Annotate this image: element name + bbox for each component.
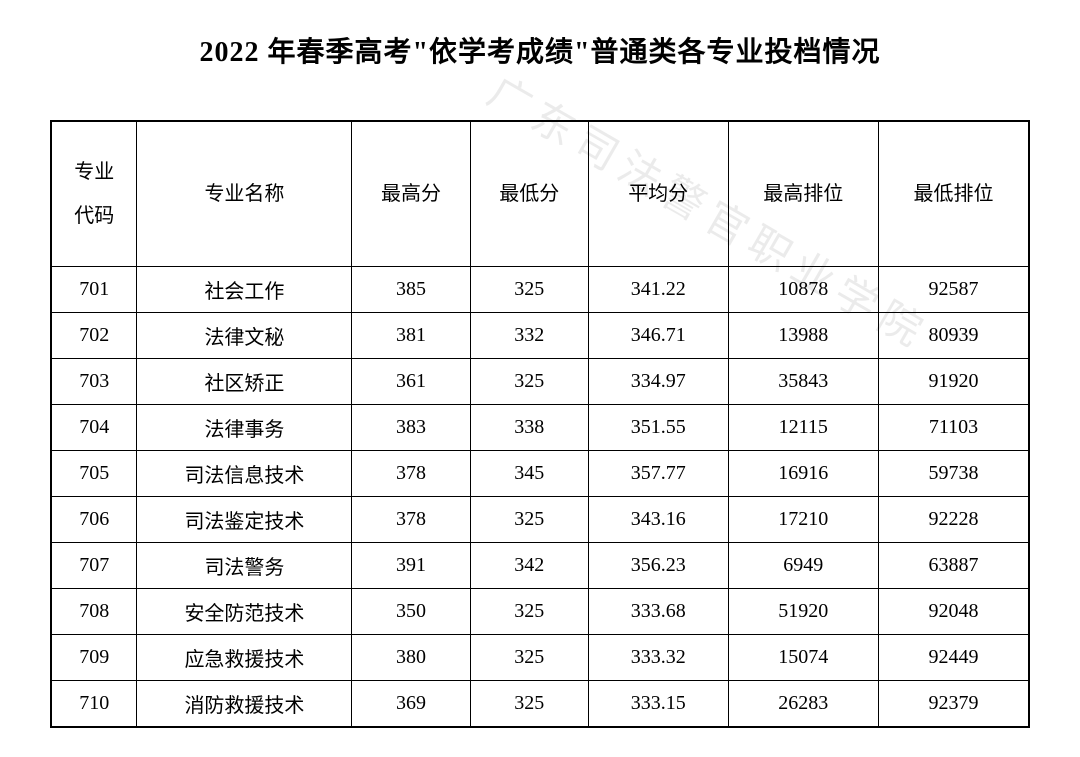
col-header-code-line2: 代码 [74,205,114,227]
table-cell-code: 703 [51,359,137,405]
table-cell-min_score: 325 [470,359,588,405]
table-cell-min_rank: 92228 [879,497,1030,543]
table-cell-avg_score: 333.68 [588,589,728,635]
table-cell-max_score: 378 [352,497,470,543]
table-cell-min_rank: 91920 [879,359,1030,405]
table-row: 706司法鉴定技术378325343.161721092228 [51,497,1029,543]
table-cell-code: 704 [51,405,137,451]
table-cell-min_score: 338 [470,405,588,451]
table-cell-max_rank: 15074 [728,635,878,681]
table-cell-code: 710 [51,681,137,728]
page-title: 2022 年春季高考"依学考成绩"普通类各专业投档情况 [50,30,1030,70]
table-cell-min_rank: 92048 [879,589,1030,635]
table-header-row: 专业 代码 专业名称 最高分 最低分 平均分 最高排位 最低排位 [51,121,1029,267]
table-row: 705司法信息技术378345357.771691659738 [51,451,1029,497]
table-row: 701社会工作385325341.221087892587 [51,267,1029,313]
table-cell-min_score: 325 [470,635,588,681]
table-cell-max_rank: 17210 [728,497,878,543]
table-cell-max_rank: 12115 [728,405,878,451]
table-cell-avg_score: 334.97 [588,359,728,405]
table-cell-avg_score: 343.16 [588,497,728,543]
table-row: 710消防救援技术369325333.152628392379 [51,681,1029,728]
table-cell-max_score: 383 [352,405,470,451]
admission-table-container: 专业 代码 专业名称 最高分 最低分 平均分 最高排位 最低排位 701社会工作… [50,120,1030,728]
table-cell-name: 社会工作 [137,267,352,313]
table-cell-name: 社区矫正 [137,359,352,405]
table-cell-max_rank: 16916 [728,451,878,497]
col-header-maxscore: 最高分 [352,121,470,267]
table-cell-min_score: 342 [470,543,588,589]
table-cell-name: 司法鉴定技术 [137,497,352,543]
table-row: 704法律事务383338351.551211571103 [51,405,1029,451]
col-header-name: 专业名称 [137,121,352,267]
table-row: 709应急救援技术380325333.321507492449 [51,635,1029,681]
table-cell-min_rank: 80939 [879,313,1030,359]
table-cell-max_rank: 13988 [728,313,878,359]
table-cell-min_rank: 59738 [879,451,1030,497]
table-cell-avg_score: 346.71 [588,313,728,359]
table-cell-max_rank: 26283 [728,681,878,728]
table-cell-max_score: 385 [352,267,470,313]
col-header-code: 专业 代码 [51,121,137,267]
table-cell-avg_score: 341.22 [588,267,728,313]
table-row: 708安全防范技术350325333.685192092048 [51,589,1029,635]
table-cell-code: 709 [51,635,137,681]
table-cell-avg_score: 333.15 [588,681,728,728]
table-cell-name: 应急救援技术 [137,635,352,681]
table-cell-max_rank: 51920 [728,589,878,635]
table-cell-max_rank: 6949 [728,543,878,589]
table-cell-max_score: 361 [352,359,470,405]
table-cell-name: 法律文秘 [137,313,352,359]
table-cell-max_score: 380 [352,635,470,681]
table-cell-min_score: 325 [470,589,588,635]
table-cell-min_score: 345 [470,451,588,497]
table-cell-max_score: 391 [352,543,470,589]
table-cell-name: 司法信息技术 [137,451,352,497]
table-cell-max_score: 378 [352,451,470,497]
table-cell-max_rank: 10878 [728,267,878,313]
table-cell-name: 安全防范技术 [137,589,352,635]
table-cell-max_rank: 35843 [728,359,878,405]
table-cell-avg_score: 357.77 [588,451,728,497]
admission-table: 专业 代码 专业名称 最高分 最低分 平均分 最高排位 最低排位 701社会工作… [50,120,1030,728]
col-header-minscore: 最低分 [470,121,588,267]
table-cell-min_rank: 92449 [879,635,1030,681]
table-cell-code: 708 [51,589,137,635]
table-cell-code: 701 [51,267,137,313]
col-header-code-line1: 专业 [74,161,114,183]
table-cell-max_score: 381 [352,313,470,359]
table-header: 专业 代码 专业名称 最高分 最低分 平均分 最高排位 最低排位 [51,121,1029,267]
table-cell-max_score: 350 [352,589,470,635]
table-cell-min_score: 332 [470,313,588,359]
col-header-avgscore: 平均分 [588,121,728,267]
table-cell-max_score: 369 [352,681,470,728]
table-cell-code: 702 [51,313,137,359]
table-cell-avg_score: 333.32 [588,635,728,681]
table-cell-min_score: 325 [470,267,588,313]
table-body: 701社会工作385325341.221087892587702法律文秘3813… [51,267,1029,728]
table-cell-code: 706 [51,497,137,543]
table-cell-code: 705 [51,451,137,497]
col-header-maxrank: 最高排位 [728,121,878,267]
table-cell-min_rank: 92379 [879,681,1030,728]
table-cell-name: 消防救援技术 [137,681,352,728]
table-cell-min_rank: 63887 [879,543,1030,589]
table-row: 707司法警务391342356.23694963887 [51,543,1029,589]
table-cell-min_rank: 71103 [879,405,1030,451]
table-cell-code: 707 [51,543,137,589]
table-cell-avg_score: 356.23 [588,543,728,589]
table-row: 702法律文秘381332346.711398880939 [51,313,1029,359]
table-cell-avg_score: 351.55 [588,405,728,451]
table-row: 703社区矫正361325334.973584391920 [51,359,1029,405]
table-cell-name: 司法警务 [137,543,352,589]
col-header-minrank: 最低排位 [879,121,1030,267]
table-cell-name: 法律事务 [137,405,352,451]
table-cell-min_score: 325 [470,681,588,728]
table-cell-min_score: 325 [470,497,588,543]
table-cell-min_rank: 92587 [879,267,1030,313]
